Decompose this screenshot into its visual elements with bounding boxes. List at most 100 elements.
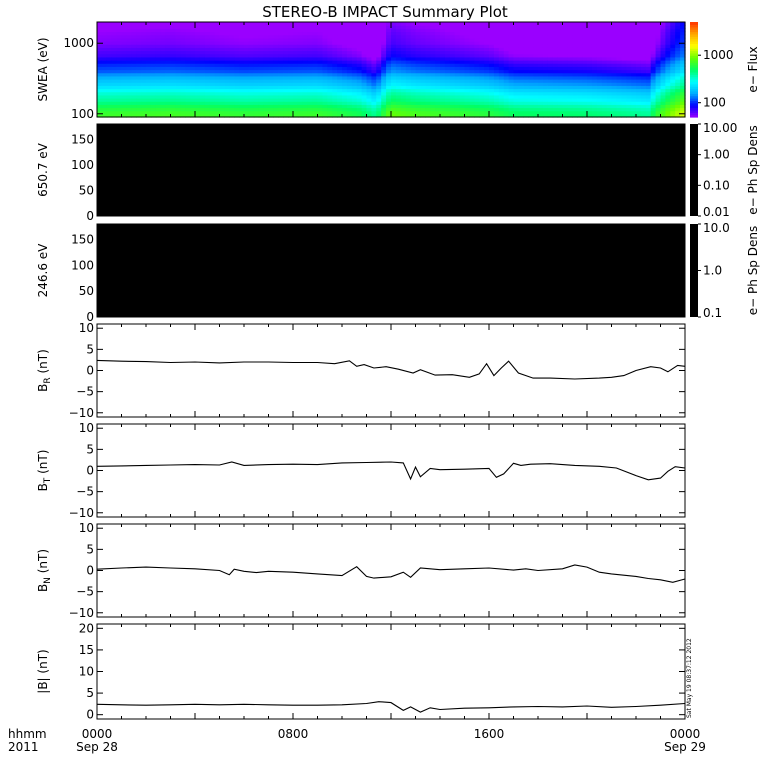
spectrogram-cell <box>538 85 544 90</box>
spectrogram-cell <box>244 37 250 42</box>
spectrogram-cell <box>542 104 549 109</box>
spectrogram-cell <box>351 50 358 55</box>
spectrogram-cell <box>435 98 441 102</box>
spectrogram-cell <box>190 28 196 33</box>
spectrogram-cell <box>209 63 216 67</box>
spectrogram-cell <box>258 50 265 55</box>
spectrogram-cell <box>371 53 377 58</box>
spectrogram-cell <box>317 98 323 102</box>
spectrogram-cell <box>195 72 201 77</box>
spectrogram-cell <box>508 37 515 42</box>
spectrogram-cell <box>371 110 377 115</box>
spectrogram-cell <box>170 28 176 33</box>
spectrogram-cell <box>263 50 270 55</box>
spectrogram-cell <box>337 75 343 80</box>
spectrogram-cell <box>253 41 260 45</box>
spectrogram-cell <box>141 41 147 45</box>
spectrogram-cell <box>307 104 314 109</box>
y-axis-label: BR (nT) <box>36 349 53 392</box>
spectrogram-cell <box>361 91 368 96</box>
spectrogram-cell <box>498 104 505 109</box>
spectrogram-cell <box>660 94 666 99</box>
date-tick-label: Sep 29 <box>664 740 706 754</box>
spectrogram-cell <box>425 47 431 52</box>
spectrogram-cell <box>307 22 314 26</box>
spectrogram-cell <box>288 85 294 90</box>
spectrogram-cell <box>317 50 323 55</box>
spectrogram-cell <box>420 88 426 93</box>
spectrogram-cell <box>528 34 534 39</box>
spectrogram-cell <box>146 98 152 102</box>
colorbar-segment <box>690 112 698 116</box>
spectrogram-cell <box>337 110 343 115</box>
spectrogram-cell <box>611 104 617 109</box>
spectrogram-cell <box>121 41 127 45</box>
spectrogram-cell <box>288 113 294 118</box>
spectrogram-cell <box>150 44 157 48</box>
spectrogram-cell <box>454 69 461 74</box>
spectrogram-cell <box>430 104 436 109</box>
spectrogram-cell <box>386 25 392 29</box>
spectrogram-cell <box>302 22 309 26</box>
spectrogram-cell <box>150 91 157 96</box>
spectrogram-cell <box>410 34 417 39</box>
spectrogram-cell <box>484 88 490 93</box>
spectrogram-cell <box>97 22 103 26</box>
spectrogram-cell <box>234 91 240 96</box>
spectrogram-cell <box>263 22 270 26</box>
spectrogram-cell <box>312 110 319 115</box>
spectrogram-cell <box>660 37 666 42</box>
spectrogram-cell <box>459 63 466 67</box>
spectrogram-cell <box>440 34 446 39</box>
spectrogram-cell <box>258 94 265 99</box>
spectrogram-cell <box>302 98 309 102</box>
spectrogram-cell <box>116 44 123 48</box>
colorbar-segment <box>690 38 698 42</box>
spectrogram-cell <box>552 79 559 83</box>
spectrogram-cell <box>268 66 274 71</box>
spectrogram-cell <box>288 22 294 26</box>
spectrogram-cell <box>508 75 515 80</box>
spectrogram-cell <box>489 107 495 112</box>
spectrogram-cell <box>542 88 549 93</box>
spectrogram-cell <box>239 72 245 77</box>
spectrogram-cell <box>327 60 333 64</box>
spectrogram-cell <box>253 31 260 36</box>
spectrogram-cell <box>557 53 564 58</box>
spectrogram-cell <box>214 82 221 86</box>
spectrogram-cell <box>356 28 363 33</box>
spectrogram-cell <box>258 85 265 90</box>
spectrogram-cell <box>655 85 662 90</box>
spectrogram-cell <box>606 34 613 39</box>
spectrogram-cell <box>195 53 201 58</box>
spectrogram-cell <box>425 94 431 99</box>
spectrogram-cell <box>518 88 524 93</box>
spectrogram-cell <box>121 31 127 36</box>
spectrogram-cell <box>356 66 363 71</box>
spectrogram-cell <box>307 107 314 112</box>
spectrogram-cell <box>381 41 387 45</box>
spectrogram-cell <box>175 69 181 74</box>
series-line-bn <box>96 564 686 583</box>
spectrogram-cell <box>606 66 613 71</box>
spectrogram-cell <box>626 22 632 26</box>
spectrogram-cell <box>680 72 686 77</box>
spectrogram-cell <box>297 94 304 99</box>
spectrogram-cell <box>214 101 221 105</box>
y-tick-label: 5 <box>86 686 94 700</box>
spectrogram-cell <box>523 69 529 74</box>
spectrogram-cell <box>616 34 622 39</box>
spectrogram-cell <box>288 34 294 39</box>
spectrogram-cell <box>611 75 617 80</box>
spectrogram-cell <box>253 22 260 26</box>
spectrogram-cell <box>146 60 152 64</box>
spectrogram-cell <box>288 50 294 55</box>
spectrogram-cell <box>111 31 118 36</box>
spectrogram-cell <box>302 113 309 118</box>
spectrogram-cell <box>400 31 407 36</box>
spectrogram-cell <box>150 69 157 74</box>
spectrogram-cell <box>655 98 662 102</box>
spectrogram-cell <box>493 94 500 99</box>
spectrogram-cell <box>557 56 564 61</box>
spectrogram-cell <box>312 37 319 42</box>
